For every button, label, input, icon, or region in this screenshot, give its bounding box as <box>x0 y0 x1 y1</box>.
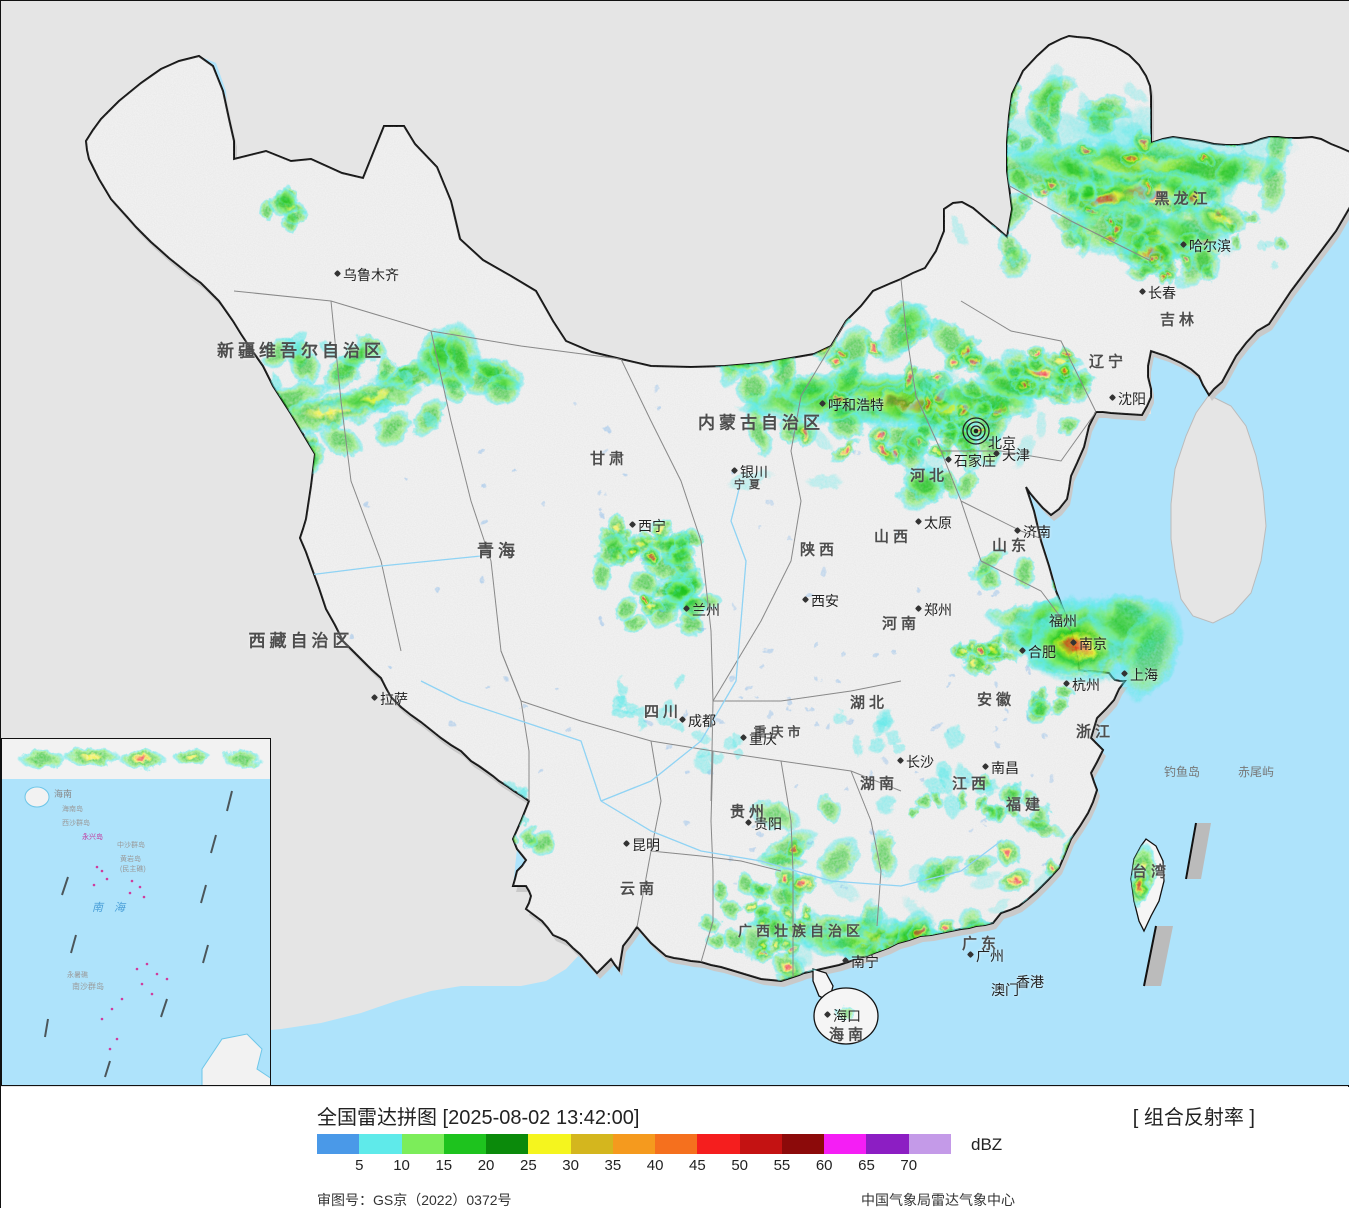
svg-text:永暑礁: 永暑礁 <box>67 970 88 979</box>
svg-text:黄岩岛: 黄岩岛 <box>120 854 141 863</box>
svg-text:南 海: 南 海 <box>92 901 127 914</box>
svg-text:钓鱼岛: 钓鱼岛 <box>1164 764 1200 779</box>
svg-text:西沙群岛: 西沙群岛 <box>62 818 90 827</box>
svg-text:南沙群岛: 南沙群岛 <box>72 981 104 991</box>
svg-text:(民主礁): (民主礁) <box>120 864 146 873</box>
svg-text:赤尾屿: 赤尾屿 <box>1238 765 1274 779</box>
svg-text:中沙群岛: 中沙群岛 <box>117 840 145 849</box>
svg-text:海南岛: 海南岛 <box>62 804 83 813</box>
svg-text:海南: 海南 <box>54 788 72 799</box>
svg-text:永兴岛: 永兴岛 <box>82 832 103 841</box>
